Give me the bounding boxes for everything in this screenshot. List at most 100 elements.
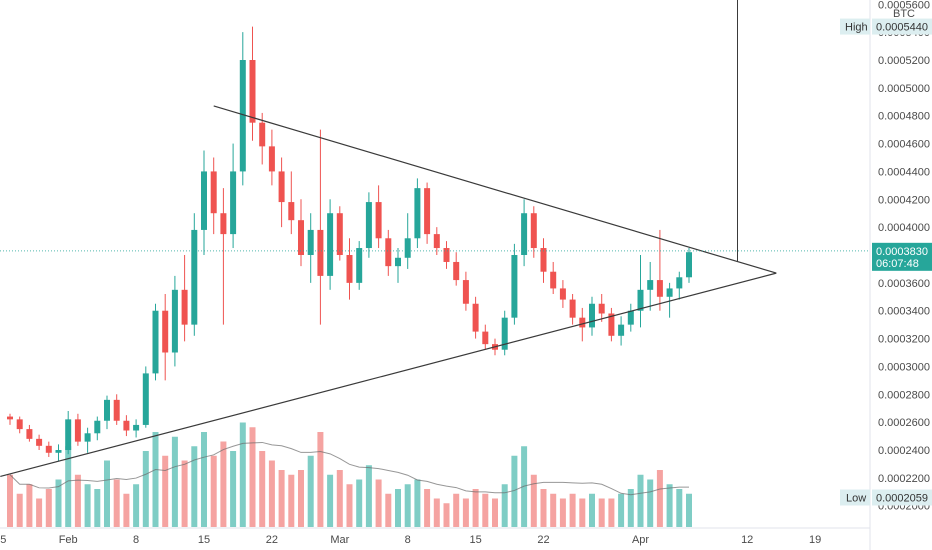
volume-bar — [239, 422, 246, 527]
volume-bar — [249, 427, 256, 527]
volume-bar — [530, 474, 537, 527]
volume-bar — [540, 489, 547, 527]
volume-bar — [307, 455, 314, 527]
candle-body — [356, 248, 363, 283]
candle-body — [307, 229, 314, 255]
volume-bar — [462, 498, 469, 527]
candle-body — [530, 213, 537, 249]
volume-bar — [278, 470, 285, 527]
volume-bar — [171, 436, 178, 527]
candle-body — [501, 317, 508, 350]
trendline-support — [0, 272, 777, 478]
x-tick-label: 8 — [405, 534, 411, 546]
candle-body — [152, 310, 159, 374]
volume-bar — [433, 498, 440, 527]
candle-body — [443, 248, 450, 262]
volume-bar — [443, 503, 450, 527]
candle-body — [521, 213, 528, 255]
volume-bar — [113, 479, 120, 527]
volume-bar — [181, 460, 188, 527]
candle-body — [647, 280, 654, 290]
candle-body — [482, 331, 489, 345]
candle-body — [579, 317, 586, 328]
volume-bar — [230, 451, 237, 527]
candle-body — [113, 399, 120, 421]
high-value-background — [872, 18, 932, 35]
y-tick-label: 0.0003200 — [878, 334, 930, 346]
candle-body — [365, 202, 372, 249]
candle-body — [346, 255, 353, 283]
volume-bar — [618, 493, 625, 527]
candle-body — [171, 289, 178, 353]
candle-body — [462, 280, 469, 304]
volume-bar — [346, 484, 353, 527]
volume-bar — [550, 493, 557, 527]
candle-body — [375, 202, 382, 239]
candle-body — [627, 310, 634, 325]
candle-body — [268, 146, 275, 172]
candle-body — [686, 252, 692, 278]
y-tick-label: 0.0004600 — [878, 139, 930, 151]
y-tick-label: 0.0002600 — [878, 417, 930, 429]
volume-bar — [201, 432, 207, 527]
y-tick-label: 0.0004800 — [878, 111, 930, 123]
candle-body — [181, 289, 188, 325]
volume-bar — [55, 479, 62, 527]
volume-bar — [104, 460, 110, 527]
volume-bar — [356, 479, 363, 527]
volume-bar — [210, 455, 217, 527]
candle-body — [123, 420, 130, 431]
volume-bar — [598, 498, 605, 527]
y-tick-label: 0.0004400 — [878, 166, 930, 178]
volume-bar — [191, 446, 198, 527]
volume-bar — [26, 484, 33, 527]
candle-body — [191, 229, 198, 325]
volume-bar — [656, 470, 663, 527]
last-price-tag — [872, 242, 932, 271]
x-tick-label: Apr — [632, 534, 649, 546]
candle-body — [162, 310, 169, 353]
volume-bar — [453, 493, 460, 527]
candle-body — [656, 280, 663, 297]
candle-body — [201, 171, 207, 230]
candle-body — [16, 419, 23, 430]
candle-body — [26, 429, 33, 439]
candle-body — [472, 303, 479, 332]
candle-body — [55, 450, 62, 453]
x-tick-label: Feb — [59, 534, 78, 546]
volume-bar — [36, 498, 43, 527]
candle-body — [414, 188, 421, 239]
x-tick-label: 8 — [133, 534, 139, 546]
volume-bar — [511, 455, 518, 527]
volume-bar — [666, 484, 673, 527]
axis-corner — [872, 530, 932, 550]
candle-body — [278, 171, 285, 203]
candle-body — [336, 213, 343, 255]
candle-body — [569, 299, 576, 318]
candle-body — [210, 171, 217, 214]
volume-bar — [589, 493, 595, 527]
x-tick-label: 22 — [537, 534, 549, 546]
price-axis-background — [870, 0, 932, 550]
volume-bar — [637, 474, 644, 527]
x-tick-label: 15 — [469, 534, 481, 546]
y-tick-label: 0.0003000 — [878, 361, 930, 373]
volume-bar — [84, 484, 91, 527]
volume-bar — [7, 474, 13, 527]
candle-body — [133, 424, 140, 431]
volume-bar — [404, 484, 411, 527]
candle-body — [608, 313, 615, 336]
candle-body — [74, 419, 81, 442]
candle-body — [259, 122, 266, 147]
candle-body — [45, 445, 52, 453]
high-label: High — [845, 22, 868, 34]
volume-bar — [288, 474, 295, 527]
y-tick-label: 0.0005600 — [878, 0, 930, 11]
candle-body — [666, 288, 673, 297]
volume-bar — [133, 484, 140, 527]
y-tick-label: 0.0004200 — [878, 194, 930, 206]
volume-bar — [608, 498, 615, 527]
volume-bar — [424, 489, 431, 527]
candle-body — [453, 261, 460, 281]
candle-body — [239, 60, 246, 172]
